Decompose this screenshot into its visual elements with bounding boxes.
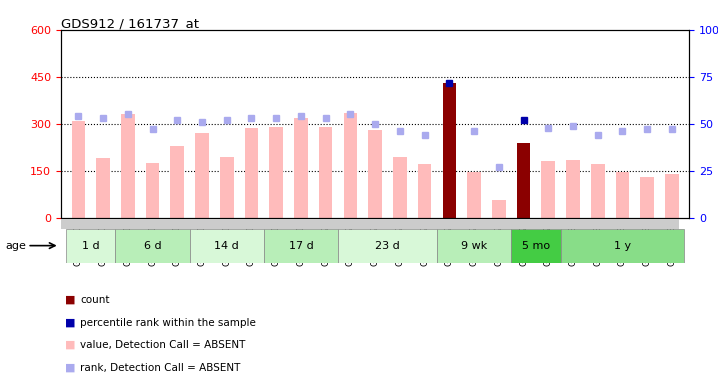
Text: count: count	[80, 295, 110, 305]
Text: percentile rank within the sample: percentile rank within the sample	[80, 318, 256, 327]
Bar	[492, 200, 505, 217]
Text: age: age	[6, 241, 27, 250]
Bar	[96, 158, 110, 218]
Bar	[442, 83, 456, 218]
Bar	[264, 229, 338, 262]
Bar	[368, 130, 382, 218]
Bar	[195, 133, 209, 218]
Bar	[170, 146, 184, 218]
Text: rank, Detection Call = ABSENT: rank, Detection Call = ABSENT	[80, 363, 241, 372]
Bar	[245, 128, 258, 217]
Text: 1 y: 1 y	[614, 241, 631, 250]
Bar	[393, 157, 406, 218]
Bar	[467, 172, 481, 217]
Bar	[344, 113, 358, 218]
Bar	[338, 229, 437, 262]
Text: 6 d: 6 d	[144, 241, 162, 250]
Bar	[517, 142, 531, 218]
Bar	[511, 229, 561, 262]
Text: 1 d: 1 d	[82, 241, 100, 250]
Bar	[146, 163, 159, 218]
Bar	[190, 229, 264, 262]
Bar	[640, 177, 654, 218]
Bar	[616, 172, 629, 217]
Bar	[418, 164, 432, 218]
Bar	[220, 157, 233, 218]
Text: 9 wk: 9 wk	[461, 241, 488, 250]
Text: value, Detection Call = ABSENT: value, Detection Call = ABSENT	[80, 340, 246, 350]
Bar	[269, 127, 283, 218]
Text: ■: ■	[65, 318, 75, 327]
Bar	[72, 121, 85, 218]
Bar	[437, 229, 511, 262]
Text: 23 d: 23 d	[375, 241, 400, 250]
Text: ■: ■	[65, 340, 75, 350]
Bar	[319, 127, 332, 218]
Bar	[66, 229, 116, 262]
Bar	[665, 174, 679, 217]
Bar	[561, 229, 684, 262]
Bar	[116, 229, 190, 262]
Text: 5 mo: 5 mo	[522, 241, 550, 250]
Text: ■: ■	[65, 295, 75, 305]
Bar	[121, 114, 134, 218]
Bar	[591, 164, 605, 218]
Text: 17 d: 17 d	[289, 241, 313, 250]
Text: ■: ■	[65, 363, 75, 372]
Bar	[294, 117, 308, 218]
Bar	[541, 161, 555, 218]
Bar	[567, 160, 580, 218]
Text: 14 d: 14 d	[215, 241, 239, 250]
Text: GDS912 / 161737_at: GDS912 / 161737_at	[61, 17, 199, 30]
